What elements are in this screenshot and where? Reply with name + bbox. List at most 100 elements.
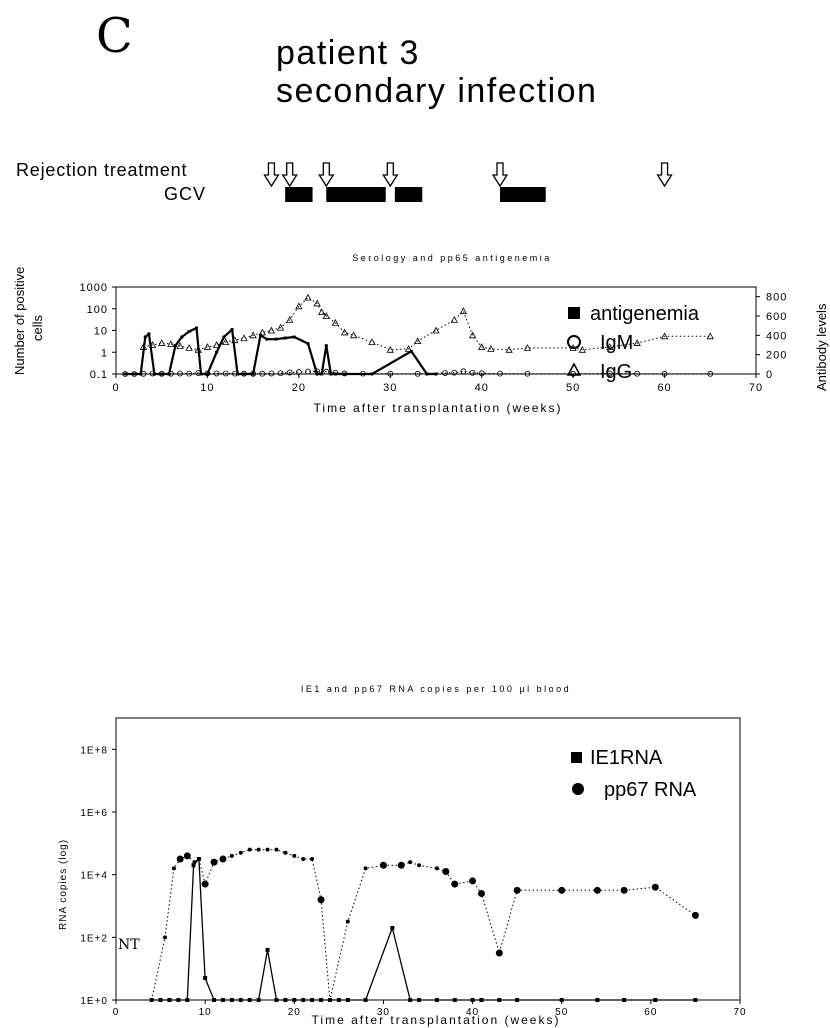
ie1rna-point — [452, 998, 457, 1002]
pp67-point — [201, 880, 209, 888]
igm-point — [259, 370, 266, 377]
legend-antigenemia-label: antigenemia — [590, 303, 700, 325]
ie1rna-point — [274, 998, 279, 1002]
igg-point — [578, 345, 586, 353]
y-tick-label: 0.1 — [90, 369, 108, 381]
pp67-point — [171, 866, 176, 871]
title-line-2: secondary infection — [276, 72, 597, 110]
igm-point — [634, 370, 641, 377]
pp67-point — [283, 850, 288, 855]
pp67-point — [345, 919, 350, 924]
antigenemia-point — [123, 372, 127, 376]
igg-point — [350, 331, 358, 339]
igg-point — [158, 339, 166, 346]
antigenemia-point — [409, 349, 413, 353]
antigenemia-point — [251, 372, 255, 376]
igg-point — [468, 331, 477, 339]
rejection-arrow — [491, 162, 509, 188]
legend-antigenemia-marker — [568, 307, 580, 319]
gcv-label: GCV — [164, 184, 206, 204]
ie1rna-point — [559, 998, 564, 1002]
gcv-bar — [285, 187, 313, 202]
igg-point — [404, 345, 413, 352]
ie1rna-point — [363, 998, 368, 1002]
y-tick-label: 100 — [87, 304, 108, 316]
pp67-point — [265, 847, 270, 852]
y-tick-label: 1E+8 — [80, 745, 108, 756]
ie1rna-point — [292, 998, 297, 1002]
igm-point — [497, 370, 503, 377]
pp67-point — [477, 889, 485, 897]
y-tick-label: 1E+2 — [80, 933, 108, 944]
x-tick-label: 10 — [199, 1007, 212, 1018]
pp67-point — [442, 868, 450, 876]
antigenemia-point — [343, 372, 347, 376]
antigenemia-point — [370, 372, 374, 376]
y2-tick-label: 0 — [766, 369, 773, 381]
chart1-y2label: Antibody levels — [814, 303, 829, 391]
ie1rna-point — [417, 998, 422, 1002]
pp67-point — [417, 863, 422, 868]
antigenemia-point — [222, 335, 226, 339]
x-tick-label: 20 — [288, 1007, 301, 1018]
ie1rna-point — [497, 998, 502, 1002]
treatment-timeline — [263, 162, 673, 202]
legend-igg-marker — [566, 362, 582, 376]
igg-point — [212, 341, 221, 348]
pp67-point — [397, 861, 405, 869]
pp67-point — [301, 857, 306, 861]
x-tick-label: 30 — [377, 1007, 390, 1018]
igg-point — [167, 340, 175, 347]
igm-point — [323, 368, 330, 375]
igg-point — [633, 339, 641, 346]
ie1rna-point — [310, 998, 315, 1002]
igg-point — [249, 331, 257, 339]
igg-point — [185, 344, 193, 351]
title-line-1: patient 3 — [276, 34, 420, 72]
igm-point — [478, 370, 485, 377]
pp67-point — [379, 861, 387, 869]
pp67-point — [310, 857, 315, 861]
gcv-bar — [326, 187, 386, 202]
igm-point — [305, 368, 311, 375]
igm-point — [442, 370, 449, 376]
pp67-point — [593, 886, 601, 894]
pp67-point — [210, 858, 218, 866]
igm-point — [661, 370, 668, 377]
pp67-point — [620, 886, 628, 894]
igm-point — [222, 370, 229, 377]
igm-point — [177, 370, 183, 377]
ie1rna-point — [238, 998, 243, 1002]
ie1rna-point — [191, 863, 196, 868]
igm-point — [570, 370, 577, 377]
igm-point — [469, 369, 476, 376]
igg-point — [318, 308, 326, 316]
pp67-point — [513, 886, 521, 894]
igg-point — [459, 307, 468, 315]
pp67-point — [183, 852, 191, 860]
ie1rna-point — [220, 998, 225, 1002]
antigenemia-point — [215, 350, 219, 354]
y2-tick-label: 800 — [766, 292, 787, 304]
panel-letter: C — [96, 8, 133, 64]
igg-point — [304, 293, 312, 301]
antigenemia-point — [315, 372, 319, 376]
pp67-point — [651, 883, 659, 891]
y-tick-label: 1E+6 — [80, 808, 108, 819]
antigenemia-point — [265, 337, 269, 341]
pp67-point — [317, 896, 325, 904]
pp67-point — [558, 886, 566, 894]
pp67-point — [274, 847, 279, 852]
x-tick-label: 20 — [292, 382, 306, 394]
ie1rna-point — [479, 998, 484, 1002]
rejection-arrow — [656, 162, 673, 188]
ie1rna-point — [256, 998, 261, 1002]
antigenemia-point — [205, 372, 209, 376]
igg-point — [450, 316, 458, 323]
rejection-arrow — [263, 162, 280, 188]
antigenemia-point — [283, 336, 287, 340]
ie1rna-point — [595, 998, 600, 1002]
legend-igm-marker — [567, 335, 581, 349]
y-tick-label: 1E+0 — [80, 996, 108, 1007]
